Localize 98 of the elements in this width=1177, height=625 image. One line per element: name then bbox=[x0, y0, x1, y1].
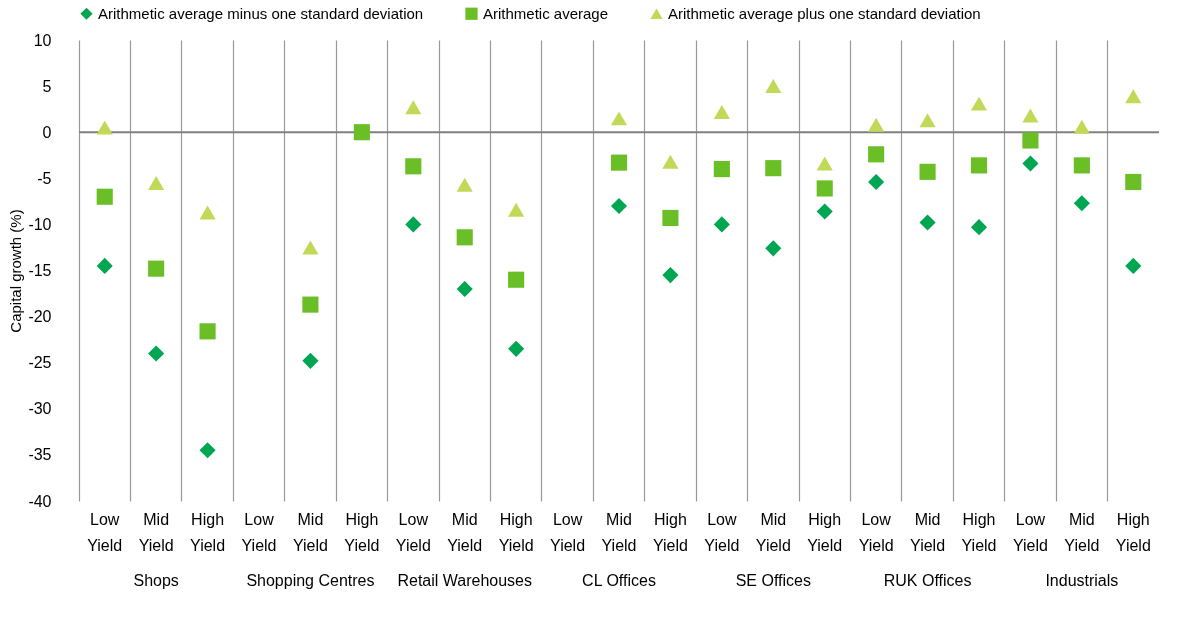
point bbox=[508, 340, 525, 357]
point bbox=[1022, 132, 1039, 149]
legend-label: Arithmetic average minus one standard deviation bbox=[98, 4, 424, 22]
x-tick-label: Low Yield bbox=[704, 510, 740, 554]
point bbox=[662, 267, 679, 284]
text: Industrials bbox=[1045, 572, 1119, 589]
point bbox=[970, 219, 988, 236]
point bbox=[302, 240, 319, 255]
y-tick-label: -30 bbox=[28, 400, 52, 418]
x-tick-label: Mid Yield bbox=[1064, 510, 1100, 554]
text: SE Offices bbox=[735, 572, 811, 589]
point bbox=[1073, 119, 1090, 134]
text: CL Offices bbox=[582, 572, 656, 589]
x-tick-label: Low Yield bbox=[395, 510, 431, 554]
point bbox=[508, 202, 525, 217]
point bbox=[919, 214, 936, 231]
point bbox=[610, 111, 628, 126]
point bbox=[148, 345, 165, 362]
x-tick-label: High Yield bbox=[961, 510, 997, 554]
x-tick-label: High Yield bbox=[652, 510, 688, 554]
point bbox=[765, 79, 782, 94]
y-tick-label: -5 bbox=[37, 169, 52, 187]
y-axis-title: Capital growth (%) bbox=[7, 209, 25, 333]
point bbox=[713, 104, 730, 119]
point bbox=[765, 160, 782, 177]
point bbox=[662, 209, 679, 227]
x-tick-label: Low Yield bbox=[1012, 510, 1048, 554]
point bbox=[1073, 195, 1090, 212]
x-tick-label: High Yield bbox=[498, 510, 534, 554]
point bbox=[1125, 173, 1142, 191]
point bbox=[713, 161, 730, 178]
y-tick-label: -10 bbox=[28, 215, 52, 233]
y-tick-label: -20 bbox=[28, 308, 52, 326]
point bbox=[302, 296, 319, 313]
text: RUK Offices bbox=[883, 572, 972, 589]
point bbox=[353, 124, 370, 141]
point bbox=[662, 154, 679, 169]
point bbox=[199, 442, 216, 459]
x-tick-label: Low Yield bbox=[241, 510, 277, 554]
point bbox=[405, 100, 422, 115]
point bbox=[1125, 257, 1142, 274]
point bbox=[199, 323, 216, 340]
point bbox=[508, 271, 525, 288]
point bbox=[199, 205, 216, 220]
point bbox=[868, 117, 885, 132]
point bbox=[1073, 157, 1090, 174]
x-tick-label: Mid Yield bbox=[447, 510, 483, 554]
x-tick-label: Low Yield bbox=[858, 510, 894, 554]
legend-label: Arithmetic average plus one standard deviation bbox=[668, 4, 981, 22]
point bbox=[816, 203, 833, 220]
y-tick-label: -35 bbox=[28, 446, 52, 464]
point bbox=[456, 280, 473, 297]
point bbox=[96, 257, 113, 274]
point bbox=[148, 175, 165, 190]
point bbox=[970, 96, 988, 111]
x-tick-label: Low Yield bbox=[87, 510, 123, 554]
point bbox=[1022, 108, 1039, 123]
x-tick-label: High Yield bbox=[807, 510, 843, 554]
y-tick-label: 0 bbox=[42, 123, 52, 141]
y-tick-label: -25 bbox=[28, 354, 52, 372]
point bbox=[816, 180, 833, 197]
point bbox=[610, 197, 628, 215]
point bbox=[919, 113, 936, 128]
point bbox=[456, 177, 473, 192]
legend-label: Arithmetic average bbox=[483, 4, 609, 22]
x-tick-label: Mid Yield bbox=[292, 510, 328, 554]
point bbox=[919, 163, 936, 180]
x-tick-label: Low Yield bbox=[550, 510, 586, 554]
point bbox=[96, 120, 113, 135]
point bbox=[868, 173, 885, 191]
y-tick-label: -40 bbox=[28, 492, 52, 510]
point bbox=[148, 260, 165, 277]
text: Shops bbox=[133, 572, 179, 589]
x-tick-label: High Yield bbox=[344, 510, 380, 554]
point bbox=[96, 188, 113, 205]
x-tick-label: Mid Yield bbox=[138, 510, 174, 554]
text: Shopping Centres bbox=[246, 572, 375, 589]
x-tick-label: Mid Yield bbox=[601, 510, 637, 554]
point bbox=[765, 240, 782, 257]
x-tick-label: Mid Yield bbox=[910, 510, 946, 554]
y-tick-label: -15 bbox=[28, 262, 52, 279]
point bbox=[456, 229, 473, 246]
x-tick-label: High Yield bbox=[1115, 510, 1151, 554]
point bbox=[302, 352, 319, 369]
point bbox=[1022, 155, 1039, 172]
point bbox=[816, 156, 833, 171]
point bbox=[970, 157, 988, 174]
x-tick-label: High Yield bbox=[190, 510, 226, 554]
point bbox=[713, 216, 730, 233]
x-tick-label: Mid Yield bbox=[755, 510, 791, 554]
point bbox=[610, 154, 628, 171]
point bbox=[405, 216, 422, 233]
point bbox=[405, 158, 422, 175]
point bbox=[1125, 89, 1142, 104]
point bbox=[868, 146, 885, 163]
text: Retail Warehouses bbox=[397, 572, 532, 589]
y-tick-label: 10 bbox=[33, 31, 52, 49]
y-tick-label: 5 bbox=[42, 77, 52, 95]
